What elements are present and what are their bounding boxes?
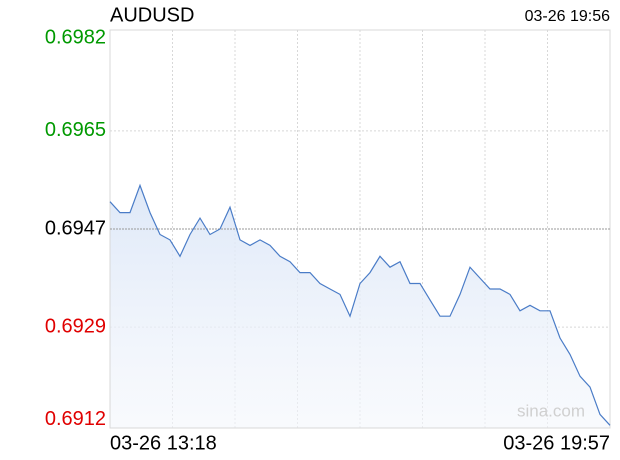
chart-title: AUDUSD xyxy=(110,4,194,26)
y-tick-label: 0.6982 xyxy=(45,26,106,48)
y-tick-label: 0.6947 xyxy=(45,217,106,239)
y-tick-label: 0.6929 xyxy=(45,315,106,337)
y-tick-label: 0.6965 xyxy=(45,119,106,141)
x-tick-label: 03-26 19:57 xyxy=(503,432,610,454)
timestamp: 03-26 19:56 xyxy=(525,8,611,25)
area xyxy=(110,185,610,428)
y-tick-label: 0.6912 xyxy=(45,408,106,430)
watermark: sina.com xyxy=(517,401,585,420)
x-tick-label: 03-26 13:18 xyxy=(110,432,217,454)
price-line xyxy=(109,183,611,426)
